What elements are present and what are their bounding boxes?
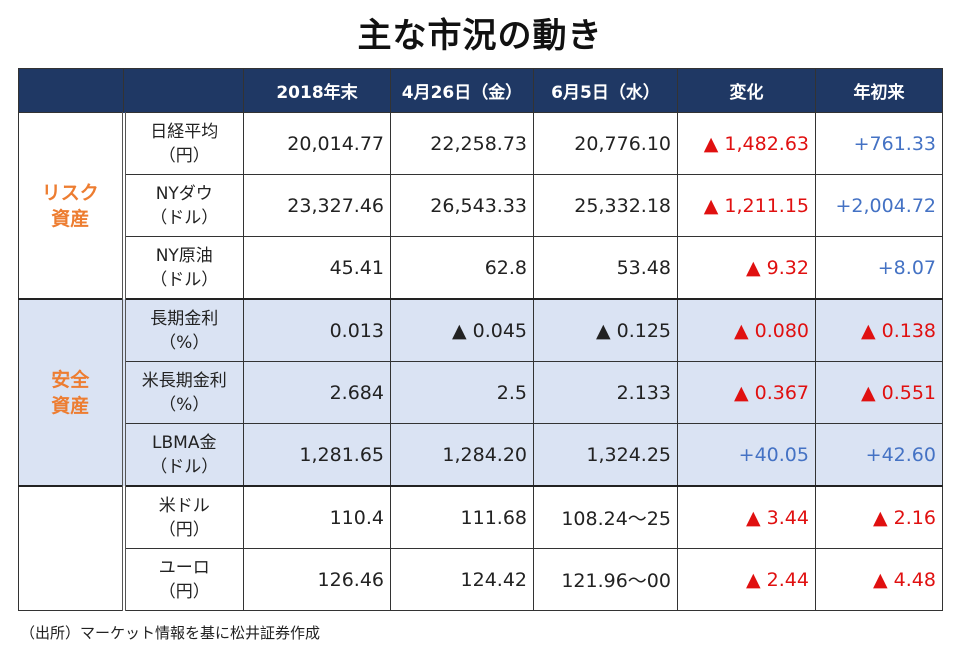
item-name-line: NYダウ (155, 183, 213, 204)
value-cell: 2.5 (390, 361, 534, 424)
change-cell: ▲ 1,482.63 (677, 112, 816, 175)
market-table: 2018年末 4月26日（金） 6月5日（水） 変化 年初来 リスク資産 日経平均 （円） 2… (18, 68, 943, 611)
item-name-line: 米ドル (158, 495, 210, 516)
value-cell: 20,014.77 (243, 112, 391, 175)
ytd-cell: +8.07 (815, 236, 943, 300)
item-name-line: （%） (159, 332, 210, 353)
value-cell: 110.4 (243, 485, 391, 549)
change-cell: ▲ 2.44 (677, 548, 816, 611)
header-row: 2018年末 4月26日（金） 6月5日（水） 変化 年初来 (18, 68, 943, 113)
change-cell: ▲ 0.080 (677, 298, 816, 362)
value-cell: 62.8 (390, 236, 534, 300)
value-cell: 23,327.46 (243, 174, 391, 237)
value-cell: 121.96～00 (533, 548, 678, 611)
item-name: 日経平均 （円） (123, 112, 244, 175)
ytd-cell: ▲ 0.138 (815, 298, 943, 362)
value-cell: 53.48 (533, 236, 678, 300)
ytd-cell: ▲ 0.551 (815, 361, 943, 424)
column-header (123, 68, 244, 113)
item-name: ユーロ （円） (123, 548, 244, 611)
value-cell: 25,332.18 (533, 174, 678, 237)
ytd-cell: +42.60 (815, 423, 943, 487)
column-header: 年初来 (815, 68, 943, 113)
item-name-line: 日経平均 (150, 121, 219, 142)
change-cell: ▲ 0.367 (677, 361, 816, 424)
group-label-line: リスク (41, 181, 99, 204)
value-cell: 2.684 (243, 361, 391, 424)
value-cell: 1,284.20 (390, 423, 534, 487)
item-name-line: 長期金利 (150, 308, 219, 329)
group-label-line: 安全 (51, 368, 90, 391)
item-name-line: （ドル） (150, 269, 219, 290)
table-row: LBMA金 （ドル） 1,281.65 1,284.20 1,324.25 +40.05 +… (19, 423, 943, 487)
item-name: NY原油 （ドル） (123, 236, 244, 300)
source-note: （出所）マーケット情報を基に松井証券作成 (20, 624, 321, 642)
item-name: 長期金利 （%） (123, 298, 244, 362)
change-cell: +40.05 (677, 423, 816, 487)
table-row: 米長期金利 （%） 2.684 2.5 2.133 ▲ 0.367 ▲ 0.551 (19, 361, 943, 424)
value-cell: 126.46 (243, 548, 391, 611)
item-name: 米ドル （円） (123, 485, 244, 549)
item-name-line: （ドル） (150, 456, 219, 477)
item-name-line: （%） (159, 394, 210, 415)
table-row: 安全資産 長期金利 （%） 0.013 ▲ 0.045 ▲ 0.125 ▲ 0.080 ▲ 0… (18, 298, 943, 487)
ytd-cell: ▲ 4.48 (815, 548, 943, 611)
group-label (18, 485, 126, 611)
change-cell: ▲ 3.44 (677, 485, 816, 549)
item-name: 米長期金利 （%） (123, 361, 244, 424)
group-label-line: 資産 (51, 207, 90, 230)
value-cell: 108.24～25 (533, 485, 678, 549)
value-cell: 26,543.33 (390, 174, 534, 237)
ytd-cell: ▲ 2.16 (815, 485, 943, 549)
value-cell: 124.42 (390, 548, 534, 611)
item-name: NYダウ （ドル） (123, 174, 244, 237)
ytd-cell: +2,004.72 (815, 174, 943, 237)
table-row: リスク 資産 日経平均 （円） 20,014.77 22,258.73 20,776.10 ▲… (18, 112, 943, 300)
column-header: 変化 (677, 68, 816, 113)
change-cell: ▲ 9.32 (677, 236, 816, 300)
item-name-line: （ドル） (150, 207, 219, 228)
value-cell: ▲ 0.045 (390, 298, 534, 362)
item-name-line: LBMA金 (152, 432, 217, 453)
page-title: 主な市況の動き (357, 16, 603, 56)
column-header: 6月5日（水） (533, 68, 678, 113)
item-name-line: NY原油 (155, 245, 213, 266)
ytd-cell: +761.33 (815, 112, 943, 175)
value-cell: 45.41 (243, 236, 391, 300)
table-row: ユーロ （円） 126.46 124.42 121.96～00 ▲ 2.44 ▲ 4.48 (19, 548, 943, 611)
item-name-line: （円） (158, 581, 210, 602)
column-header (18, 68, 124, 113)
value-cell: 1,281.65 (243, 423, 391, 487)
table-row: NY原油 （ドル） 45.41 62.8 53.48 ▲ 9.32 +8.07 (19, 236, 943, 300)
table-row: 米ドル （円） 110.4 111.68 108.24～25 ▲ 3.44 ▲ 2.16 (18, 485, 943, 611)
value-cell: 0.013 (243, 298, 391, 362)
item-name-line: ユーロ (158, 557, 210, 578)
item-name-line: （円） (158, 145, 210, 166)
value-cell: ▲ 0.125 (533, 298, 678, 362)
column-header: 4月26日（金） (390, 68, 534, 113)
value-cell: 2.133 (533, 361, 678, 424)
column-header: 2018年末 (243, 68, 391, 113)
group-label-line: 資産 (51, 394, 90, 417)
table-row: NYダウ （ドル） 23,327.46 26,543.33 25,332.18 ▲ 1,2… (19, 174, 943, 237)
value-cell: 111.68 (390, 485, 534, 549)
item-name: LBMA金 （ドル） (123, 423, 244, 487)
value-cell: 20,776.10 (533, 112, 678, 175)
item-name-line: （円） (158, 519, 210, 540)
value-cell: 22,258.73 (390, 112, 534, 175)
group-label: リスク 資産 (18, 112, 126, 300)
item-name-line: 米長期金利 (141, 370, 227, 391)
change-cell: ▲ 1,211.15 (677, 174, 816, 237)
group-label: 安全 資産 (18, 298, 126, 487)
value-cell: 1,324.25 (533, 423, 678, 487)
